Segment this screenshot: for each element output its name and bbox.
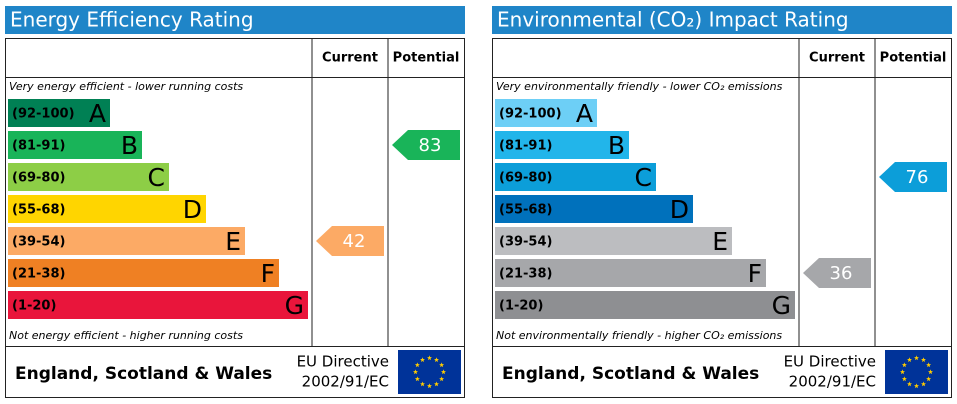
band-bar xyxy=(495,195,693,223)
eu-star xyxy=(900,369,905,375)
band-letter: E xyxy=(712,227,728,256)
bottom-note: Not environmentally friendly - higher CO… xyxy=(496,329,782,342)
bottom-note: Not energy efficient - higher running co… xyxy=(9,329,243,342)
band-letter: A xyxy=(89,99,106,128)
band-bar xyxy=(495,99,597,127)
band-letter: C xyxy=(635,163,652,192)
rating-panel: Energy Efficiency Rating Current Potential… xyxy=(5,6,465,398)
band-range: (69-80) xyxy=(12,171,65,186)
eu-star xyxy=(928,369,933,375)
band-range: (1-20) xyxy=(12,299,56,314)
title-bar xyxy=(5,6,465,34)
header-current: Current xyxy=(809,51,865,66)
rating-value: 36 xyxy=(830,263,853,284)
band-bar xyxy=(8,131,142,159)
band-range: (81-91) xyxy=(499,139,552,154)
top-note: Very energy efficient - lower running co… xyxy=(9,80,243,93)
band-bar xyxy=(495,131,629,159)
band-bar xyxy=(495,163,656,191)
rating-value: 76 xyxy=(906,167,929,188)
rating-arrow xyxy=(392,130,460,160)
header-potential: Potential xyxy=(880,51,947,66)
band-letter: G xyxy=(772,291,791,320)
band-letter: C xyxy=(148,163,165,192)
footer-region: England, Scotland & Wales xyxy=(502,364,759,384)
band-bar xyxy=(8,259,279,287)
footer-directive: EU Directive xyxy=(297,353,389,371)
band-bar xyxy=(8,291,308,319)
eu-star xyxy=(907,381,912,387)
rating-value: 83 xyxy=(419,135,442,156)
rating-arrow xyxy=(879,162,947,192)
eu-star xyxy=(926,376,932,382)
eu-star xyxy=(914,383,919,389)
eu-star xyxy=(434,357,439,362)
eu-star xyxy=(439,376,445,382)
band-bar xyxy=(495,227,732,255)
band-bar xyxy=(495,291,795,319)
title-bar xyxy=(492,6,952,34)
band-range: (92-100) xyxy=(12,107,75,122)
band-letter: A xyxy=(576,99,593,128)
band-range: (39-54) xyxy=(499,235,552,250)
panel-title: Environmental (CO₂) Impact Rating xyxy=(497,8,849,32)
rating-value: 42 xyxy=(343,231,366,252)
rating-arrow xyxy=(316,226,384,256)
header-current: Current xyxy=(322,51,378,66)
eu-star xyxy=(921,357,926,362)
header-potential: Potential xyxy=(393,51,460,66)
rating-panel: Environmental (CO₂) Impact Rating Current… xyxy=(492,6,952,398)
band-letter: F xyxy=(748,259,762,288)
eu-star xyxy=(427,383,432,389)
eu-star xyxy=(427,355,432,361)
footer-directive: 2002/91/EC xyxy=(789,373,876,391)
eu-star xyxy=(926,362,932,368)
eu-star xyxy=(439,362,445,368)
band-bar xyxy=(8,195,206,223)
band-letter: D xyxy=(183,195,202,224)
band-letter: D xyxy=(670,195,689,224)
eu-star xyxy=(901,362,907,368)
eu-star xyxy=(414,362,420,368)
panel-title: Energy Efficiency Rating xyxy=(10,8,254,32)
eu-star xyxy=(434,381,439,387)
band-bar xyxy=(495,259,766,287)
band-bar xyxy=(8,99,110,127)
band-letter: G xyxy=(285,291,304,320)
eu-star xyxy=(414,376,420,382)
band-range: (69-80) xyxy=(499,171,552,186)
footer-region: England, Scotland & Wales xyxy=(15,364,272,384)
band-letter: F xyxy=(261,259,275,288)
band-range: (21-38) xyxy=(499,267,552,282)
eu-star xyxy=(921,381,926,387)
eu-star xyxy=(413,369,418,375)
band-range: (81-91) xyxy=(12,139,65,154)
band-letter: E xyxy=(225,227,241,256)
band-range: (1-20) xyxy=(499,299,543,314)
band-range: (39-54) xyxy=(12,235,65,250)
panel-frame xyxy=(5,38,465,398)
eu-star xyxy=(420,357,425,362)
band-letter: B xyxy=(121,131,138,160)
panel-frame xyxy=(492,38,952,398)
band-range: (92-100) xyxy=(499,107,562,122)
band-range: (21-38) xyxy=(12,267,65,282)
band-range: (55-68) xyxy=(499,203,552,218)
rating-arrow xyxy=(803,258,871,288)
band-range: (55-68) xyxy=(12,203,65,218)
eu-star xyxy=(441,369,446,375)
band-bar xyxy=(8,227,245,255)
top-note: Very environmentally friendly - lower CO… xyxy=(496,80,783,93)
eu-star xyxy=(901,376,907,382)
band-letter: B xyxy=(608,131,625,160)
eu-star xyxy=(420,381,425,387)
band-bar xyxy=(8,163,169,191)
eu-star xyxy=(907,357,912,362)
footer-directive: 2002/91/EC xyxy=(302,373,389,391)
eu-star xyxy=(914,355,919,361)
footer-directive: EU Directive xyxy=(784,353,876,371)
